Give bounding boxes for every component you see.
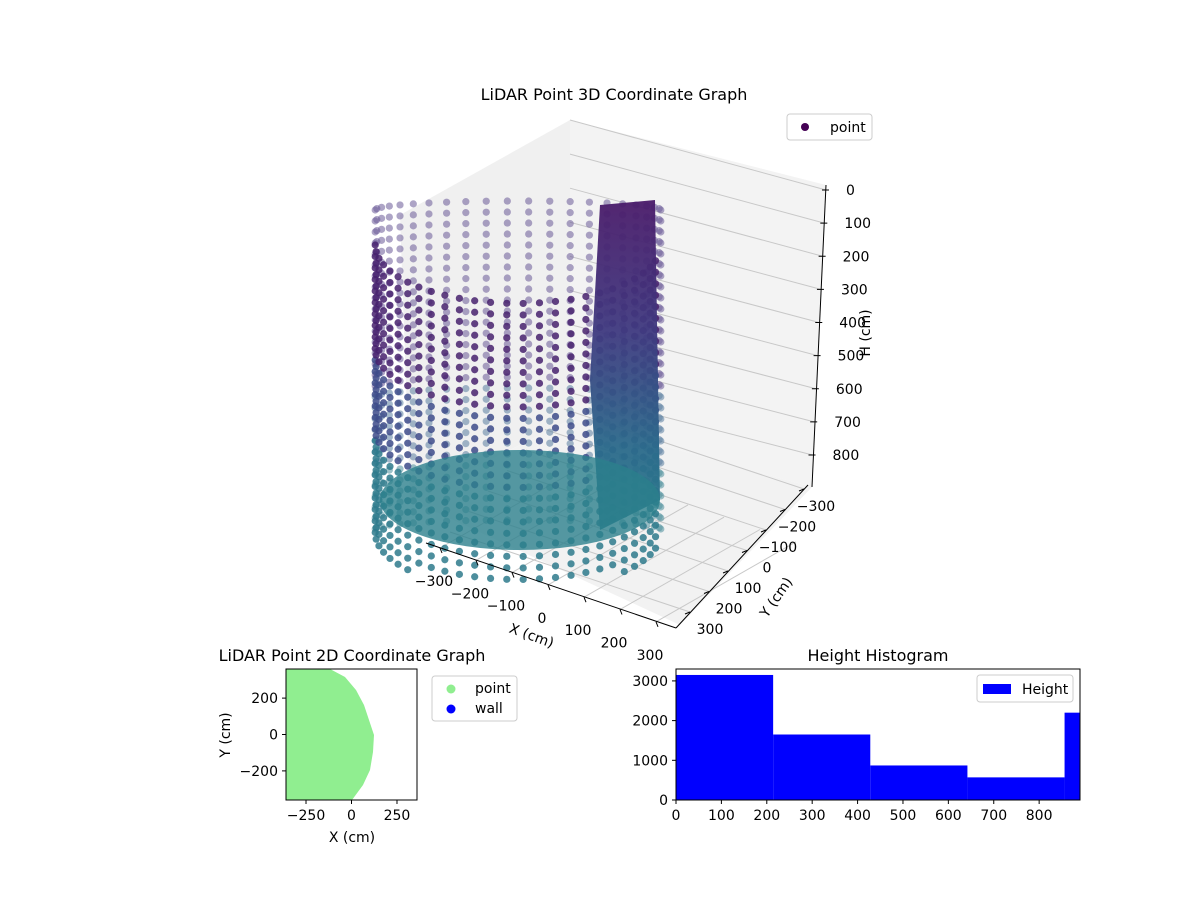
plot-3d: LiDAR Point 3D Coordinate Graph 01002003…	[372, 85, 874, 664]
svg-text:0: 0	[269, 728, 278, 744]
svg-text:200: 200	[843, 249, 870, 265]
axis-label-y2d: Y (cm)	[218, 712, 234, 758]
svg-text:0: 0	[347, 808, 356, 824]
svg-text:800: 800	[1026, 808, 1053, 824]
svg-text:300: 300	[841, 282, 868, 298]
svg-text:0: 0	[763, 561, 772, 577]
svg-text:200: 200	[753, 808, 780, 824]
svg-text:−200: −200	[778, 520, 816, 536]
legend-histogram-label: Height	[1022, 682, 1069, 698]
svg-text:700: 700	[980, 808, 1007, 824]
svg-text:250: 250	[384, 808, 411, 824]
svg-text:0: 0	[538, 611, 547, 627]
svg-text:200: 200	[716, 602, 743, 618]
svg-text:3000: 3000	[632, 674, 668, 690]
title-histogram: Height Histogram	[808, 646, 949, 665]
svg-text:300: 300	[697, 622, 724, 638]
legend-3d-label: point	[830, 120, 866, 136]
svg-text:2000: 2000	[632, 714, 668, 730]
histogram-bar	[676, 675, 773, 800]
svg-text:100: 100	[844, 216, 871, 232]
legend-2d: point wall	[432, 676, 517, 721]
svg-text:−300: −300	[415, 574, 453, 590]
axis-label-x3d: X (cm)	[507, 621, 556, 652]
svg-text:−250: −250	[287, 808, 325, 824]
legend-marker-icon	[801, 123, 809, 131]
legend-2d-point: point	[475, 681, 511, 697]
svg-text:200: 200	[251, 691, 278, 707]
legend-point-icon	[447, 685, 456, 694]
svg-text:−300: −300	[797, 499, 835, 515]
title-3d: LiDAR Point 3D Coordinate Graph	[481, 85, 748, 104]
histogram-bar	[967, 777, 1064, 800]
histogram-bar	[773, 735, 870, 801]
figure: LiDAR Point 3D Coordinate Graph 01002003…	[0, 0, 1200, 900]
axis-label-x2d: X (cm)	[329, 830, 375, 846]
svg-text:600: 600	[836, 382, 863, 398]
axis-label-z3d: H (cm)	[858, 309, 874, 356]
title-2d: LiDAR Point 2D Coordinate Graph	[219, 646, 486, 665]
axis-label-y3d: Y (cm)	[757, 575, 797, 622]
svg-text:0: 0	[846, 183, 855, 199]
svg-text:100: 100	[735, 581, 762, 597]
svg-text:−200: −200	[451, 586, 489, 602]
histogram-bar	[870, 765, 967, 800]
svg-text:700: 700	[834, 415, 861, 431]
svg-text:300: 300	[799, 808, 826, 824]
histogram-bar	[1065, 713, 1080, 800]
svg-text:−100: −100	[759, 540, 797, 556]
legend-2d-wall: wall	[475, 701, 503, 717]
svg-text:−100: −100	[487, 599, 525, 615]
svg-text:−200: −200	[240, 764, 278, 780]
svg-text:1000: 1000	[632, 753, 668, 769]
svg-text:600: 600	[935, 808, 962, 824]
legend-wall-icon	[447, 705, 456, 714]
svg-text:200: 200	[601, 636, 628, 652]
legend-3d: point	[787, 114, 872, 140]
svg-text:100: 100	[708, 808, 735, 824]
legend-swatch-icon	[983, 684, 1011, 694]
svg-text:300: 300	[637, 648, 664, 664]
plot-2d: LiDAR Point 2D Coordinate Graph −250 0 250…	[218, 646, 517, 846]
svg-text:0: 0	[672, 808, 681, 824]
svg-text:100: 100	[565, 623, 592, 639]
svg-text:500: 500	[890, 808, 917, 824]
legend-histogram: Height	[977, 675, 1073, 702]
plot-histogram: Height Histogram 0 100 200 300 400 500 600 700 8…	[632, 646, 1080, 824]
svg-text:400: 400	[844, 808, 871, 824]
svg-text:800: 800	[833, 448, 860, 464]
svg-text:0: 0	[659, 793, 668, 809]
